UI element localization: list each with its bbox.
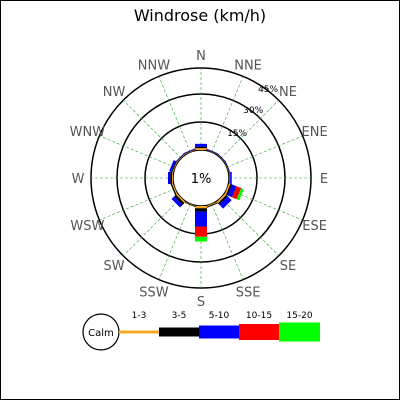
spoke-NE bbox=[220, 100, 279, 159]
direction-label-NNW: NNW bbox=[138, 58, 170, 73]
bar-NNW-5-10 bbox=[184, 148, 196, 154]
legend-swatch-3-5 bbox=[159, 327, 199, 337]
bar-NE-3-5 bbox=[216, 153, 226, 163]
bar-SE-1-3 bbox=[216, 193, 227, 204]
bar-ESE-3-5 bbox=[225, 183, 233, 196]
bar-SSE-3-5 bbox=[206, 202, 218, 208]
legend-swatch-15-20 bbox=[279, 322, 320, 342]
spoke-SSW bbox=[158, 203, 191, 280]
bar-WSW-3-5 bbox=[170, 183, 177, 196]
legend-swatch-5-10 bbox=[199, 325, 239, 339]
bar-SW-1-3 bbox=[175, 193, 186, 204]
direction-label-N: N bbox=[196, 49, 206, 64]
bar-N-1-3 bbox=[195, 148, 207, 150]
direction-label-SSE: SSE bbox=[236, 286, 261, 301]
direction-label-NE: NE bbox=[279, 85, 297, 100]
bar-NW-3-5 bbox=[176, 153, 186, 163]
bar-WSW-1-3 bbox=[171, 183, 178, 195]
bar-NE-1-3 bbox=[216, 153, 226, 163]
bar-NE-5-10 bbox=[217, 153, 226, 162]
bar-ESE-10-15 bbox=[231, 186, 242, 200]
spoke-NNW bbox=[158, 76, 191, 153]
direction-label-ESE: ESE bbox=[302, 219, 327, 234]
direction-label-SE: SE bbox=[280, 259, 296, 274]
bar-S-10-15 bbox=[195, 226, 207, 237]
bar-W-3-5 bbox=[170, 172, 173, 184]
bar-E-5-10 bbox=[230, 172, 232, 184]
legend-label-5-10: 5-10 bbox=[209, 311, 230, 321]
legend-swatch-1-3 bbox=[119, 330, 159, 334]
legend-calm-label: Calm bbox=[88, 328, 114, 339]
bar-SSW-3-5 bbox=[184, 202, 196, 208]
legend-label-1-3: 1-3 bbox=[132, 311, 147, 321]
direction-label-ENE: ENE bbox=[302, 125, 328, 140]
spoke-WSW bbox=[99, 188, 176, 221]
bar-NW-1-3 bbox=[176, 153, 186, 163]
bar-NNW-1-3 bbox=[184, 149, 196, 155]
bar-NNE-5-10 bbox=[206, 148, 218, 154]
direction-label-NNE: NNE bbox=[234, 58, 262, 73]
bar-WNW-3-5 bbox=[171, 161, 177, 173]
bar-S-1-3 bbox=[195, 206, 207, 209]
spoke-ENE bbox=[226, 135, 303, 168]
spoke-ESE bbox=[226, 188, 303, 221]
bar-SSE-1-3 bbox=[206, 201, 218, 208]
bar-S-5-10 bbox=[195, 211, 207, 227]
bar-N-3-5 bbox=[195, 146, 207, 149]
direction-label-SSW: SSW bbox=[139, 286, 169, 301]
direction-label-SW: SW bbox=[103, 259, 124, 274]
spoke-WNW bbox=[99, 135, 176, 168]
bar-S-3-5 bbox=[195, 208, 207, 212]
direction-label-WSW: WSW bbox=[70, 219, 104, 234]
bar-WNW-1-3 bbox=[172, 161, 178, 173]
bar-N-5-10 bbox=[195, 143, 207, 147]
bar-ESE-15-20 bbox=[236, 188, 244, 201]
bar-ENE-1-3 bbox=[224, 161, 230, 173]
bar-SSW-1-3 bbox=[184, 201, 196, 207]
bar-E-1-3 bbox=[228, 172, 230, 184]
bar-ESE-5-10 bbox=[227, 184, 237, 198]
spoke-SSE bbox=[211, 203, 244, 280]
bar-E-3-5 bbox=[229, 172, 231, 184]
bar-SE-5-10 bbox=[219, 196, 232, 209]
bar-NW-5-10 bbox=[175, 152, 185, 162]
chart-title: Windrose (km/h) bbox=[133, 6, 267, 25]
direction-label-W: W bbox=[72, 172, 85, 187]
bar-ENE-3-5 bbox=[224, 161, 230, 173]
ring-label-45: 45% bbox=[258, 85, 278, 95]
legend-label-15-20: 15-20 bbox=[286, 311, 312, 321]
legend-label-10-15: 10-15 bbox=[246, 311, 272, 321]
bar-NNE-3-5 bbox=[206, 149, 218, 155]
calm-value-label: 1% bbox=[191, 172, 212, 187]
bar-W-5-10 bbox=[167, 172, 171, 184]
legend-label-3-5: 3-5 bbox=[172, 311, 187, 321]
direction-label-S: S bbox=[197, 295, 205, 310]
bar-S-15-20 bbox=[195, 236, 207, 242]
bar-E-10-15 bbox=[231, 172, 232, 184]
legend-swatch-10-15 bbox=[239, 324, 279, 340]
direction-label-NW: NW bbox=[103, 85, 126, 100]
spoke-SE bbox=[220, 197, 279, 256]
bar-NNW-3-5 bbox=[184, 148, 196, 154]
direction-label-WNW: WNW bbox=[70, 125, 106, 140]
bar-ENE-5-10 bbox=[225, 161, 231, 173]
spoke-NNE bbox=[211, 76, 244, 153]
bar-ESE-1-3 bbox=[224, 183, 231, 195]
direction-label-E: E bbox=[320, 172, 328, 187]
bar-WNW-5-10 bbox=[169, 160, 176, 173]
ring-label-30: 30% bbox=[243, 106, 263, 116]
bar-W-1-3 bbox=[172, 172, 173, 184]
bar-SW-5-10 bbox=[171, 196, 183, 208]
spoke-SW bbox=[123, 197, 182, 256]
bar-SE-3-5 bbox=[217, 194, 228, 205]
bar-NNE-1-3 bbox=[206, 149, 218, 155]
spoke-NW bbox=[123, 100, 182, 159]
bar-SW-3-5 bbox=[174, 194, 185, 205]
ring-label-15: 15% bbox=[227, 129, 247, 139]
